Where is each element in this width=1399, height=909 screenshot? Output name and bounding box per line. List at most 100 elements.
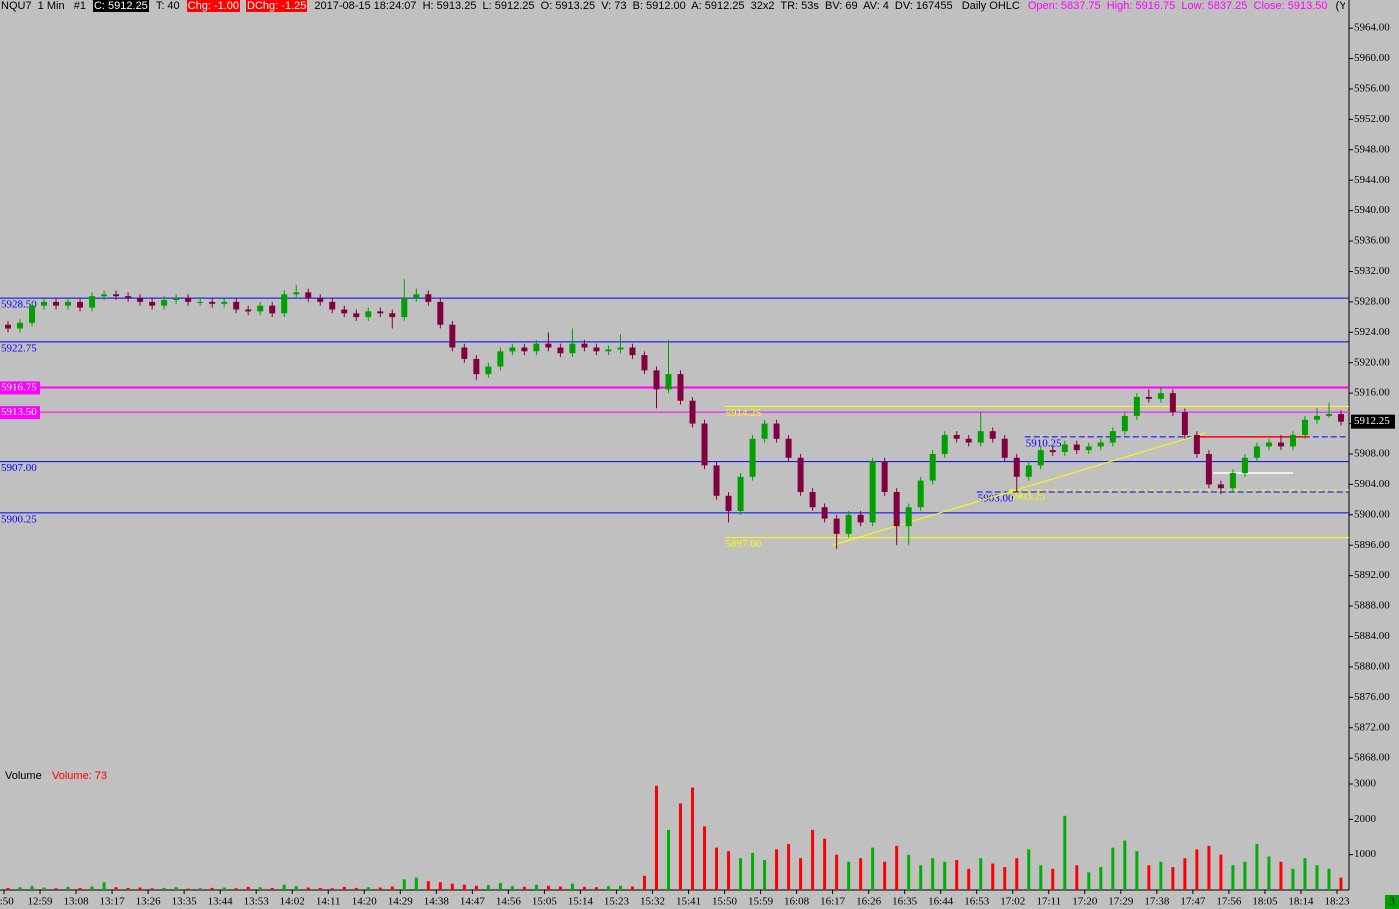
y-tick-label: 5920.00 xyxy=(1354,356,1390,368)
candle-body xyxy=(761,423,768,439)
volume-bar xyxy=(895,845,899,890)
candle-body xyxy=(1301,419,1308,435)
candle-body xyxy=(1025,465,1032,477)
volume-bar xyxy=(907,854,911,890)
candle-body xyxy=(965,438,972,443)
candle-body xyxy=(581,343,588,348)
volume-bar xyxy=(1087,872,1091,890)
x-tick-label: 17:38 xyxy=(1144,896,1170,908)
volume-bar xyxy=(642,875,646,890)
volume-bar xyxy=(486,885,490,890)
candle-body xyxy=(341,309,348,314)
x-tick-label: 13:44 xyxy=(208,896,234,908)
volume-bar xyxy=(1003,867,1007,890)
candle-body xyxy=(353,313,360,318)
level-label: 5897.00 xyxy=(726,538,762,550)
x-tick-label: 13:17 xyxy=(100,896,126,908)
volume-bar xyxy=(979,858,983,890)
volume-bar xyxy=(498,882,502,890)
candle-body xyxy=(1181,412,1188,435)
volume-bar xyxy=(438,882,442,890)
volume-bar xyxy=(294,886,298,890)
candle-body xyxy=(413,294,420,299)
corner-box xyxy=(1385,895,1399,909)
volume-bar xyxy=(1291,868,1295,890)
volume-bar xyxy=(727,851,731,890)
volume-bar xyxy=(30,885,34,890)
volume-current: Volume: 73 xyxy=(52,770,107,782)
level-label-box xyxy=(0,406,40,420)
volume-bar xyxy=(751,852,755,890)
x-tick-label: 17:20 xyxy=(1072,896,1098,908)
volume-bar xyxy=(558,886,562,890)
x-tick-label: 14:47 xyxy=(460,896,486,908)
volume-bar xyxy=(210,887,214,890)
candle-body xyxy=(1289,434,1296,447)
candle-body xyxy=(953,434,960,439)
candle-body xyxy=(233,301,240,310)
volume-bar xyxy=(126,887,130,890)
volume-bar xyxy=(390,886,394,890)
x-tick-label: 16:17 xyxy=(820,896,846,908)
volume-bar xyxy=(835,854,839,890)
x-tick-label: 15:41 xyxy=(676,896,701,908)
volume-bar xyxy=(859,858,863,890)
x-tick-label: 14:38 xyxy=(424,896,450,908)
candle-body xyxy=(641,355,648,371)
volume-bar xyxy=(739,858,743,890)
candle-body xyxy=(1049,450,1056,453)
candle-body xyxy=(689,400,696,424)
candle-body xyxy=(1205,453,1212,485)
candle-body xyxy=(305,292,312,299)
y-tick-label: 5888.00 xyxy=(1354,600,1390,612)
header-field: Open: 5837.75 High: 5916.75 Low: 5837.25… xyxy=(1027,0,1328,12)
candle-body xyxy=(749,438,756,477)
y-tick-label: 5916.00 xyxy=(1354,387,1390,399)
y-tick-label: 5936.00 xyxy=(1354,235,1390,247)
volume-bar xyxy=(234,888,238,890)
volume-bar xyxy=(1231,865,1235,890)
candle-body xyxy=(1133,396,1140,416)
candle-body xyxy=(257,305,264,312)
candle-body xyxy=(473,358,480,375)
candle-body xyxy=(41,301,48,306)
volume-bar xyxy=(402,879,406,890)
candle-body xyxy=(1037,450,1044,466)
candle-body xyxy=(929,453,936,481)
y-tick-label: 5960.00 xyxy=(1354,52,1390,64)
volume-bar xyxy=(1267,856,1271,890)
level-label: 5907.00 xyxy=(1,462,37,474)
level-label: 5928.50 xyxy=(1,299,37,311)
candle-body xyxy=(737,476,744,512)
volume-bar xyxy=(570,883,574,890)
x-tick-label: 16:26 xyxy=(856,896,882,908)
candle-body xyxy=(29,305,36,323)
volume-bar xyxy=(919,865,923,890)
y-tick-label: 5868.00 xyxy=(1354,752,1390,764)
volume-bar xyxy=(763,859,767,890)
candle-body xyxy=(1145,396,1152,399)
volume-bar xyxy=(462,884,466,890)
level-label: 5916.75 xyxy=(1,381,37,393)
volume-bar xyxy=(883,861,887,890)
candle-body xyxy=(185,298,192,302)
x-tick-label: 16:53 xyxy=(964,896,990,908)
level-label: 5913.50 xyxy=(1,406,37,418)
x-tick-label: 17:29 xyxy=(1108,896,1134,908)
candle-body xyxy=(1337,414,1344,422)
candle-body xyxy=(125,296,132,299)
x-tick-label: 15:59 xyxy=(748,896,774,908)
candle-body xyxy=(1109,431,1116,443)
candle-body xyxy=(977,431,984,443)
x-tick-label: 14:20 xyxy=(352,896,378,908)
candle-body xyxy=(533,343,540,352)
candle-body xyxy=(1217,484,1224,489)
x-tick-label: 17:11 xyxy=(1036,896,1061,908)
volume-bar xyxy=(1135,851,1139,890)
candle-body xyxy=(485,366,492,375)
candle-body xyxy=(149,301,156,306)
level-label: 5914.25 xyxy=(726,407,762,419)
candle-body xyxy=(677,374,684,401)
candle-body xyxy=(545,343,552,348)
